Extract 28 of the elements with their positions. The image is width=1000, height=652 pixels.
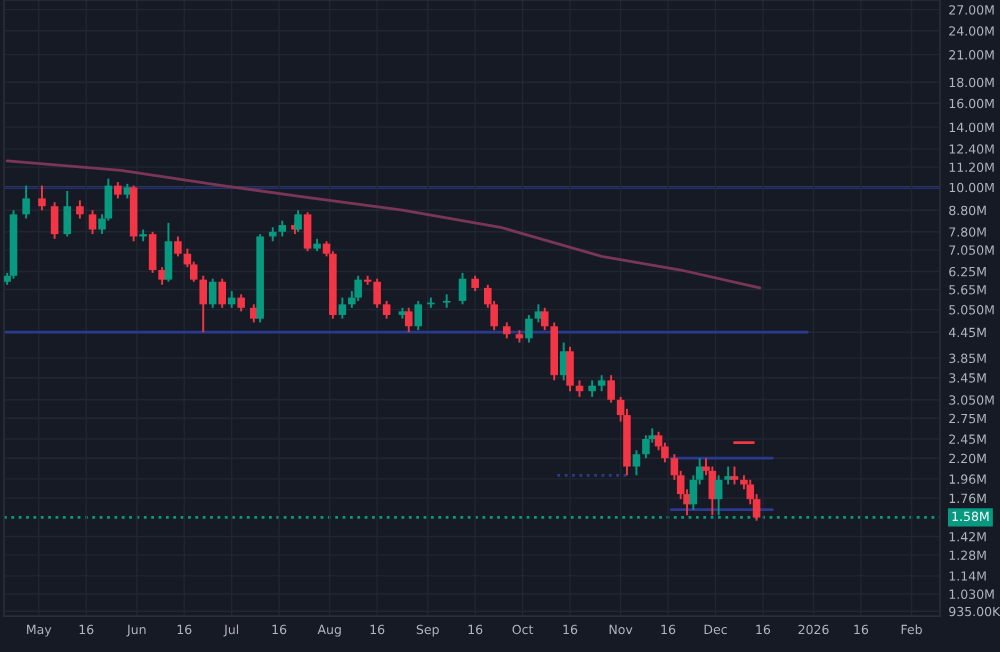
candlestick xyxy=(50,201,59,240)
candlestick xyxy=(38,184,46,212)
candlestick xyxy=(208,277,217,309)
candlestick xyxy=(148,230,157,274)
candlestick xyxy=(525,314,533,344)
candlestick xyxy=(404,306,413,334)
candlestick xyxy=(632,449,641,477)
candlestick xyxy=(22,184,30,220)
candlestick xyxy=(303,211,312,253)
candlestick xyxy=(76,199,84,220)
candlestick xyxy=(174,235,182,258)
candlestick xyxy=(218,277,226,309)
candlestick xyxy=(442,293,451,309)
candlestick xyxy=(414,299,423,332)
candlestick xyxy=(164,221,173,283)
candlestick xyxy=(294,209,302,233)
candlestick xyxy=(642,434,650,460)
candlestick xyxy=(607,374,615,404)
candlestick xyxy=(88,209,97,236)
candlestick xyxy=(338,296,347,320)
candlestick xyxy=(540,306,549,332)
candlestick xyxy=(458,271,467,306)
candlestick xyxy=(566,345,574,393)
candlestick xyxy=(354,274,362,302)
candlestick xyxy=(63,190,72,238)
candlestick xyxy=(199,274,208,334)
line-series xyxy=(5,159,762,290)
candlestick xyxy=(373,277,381,309)
